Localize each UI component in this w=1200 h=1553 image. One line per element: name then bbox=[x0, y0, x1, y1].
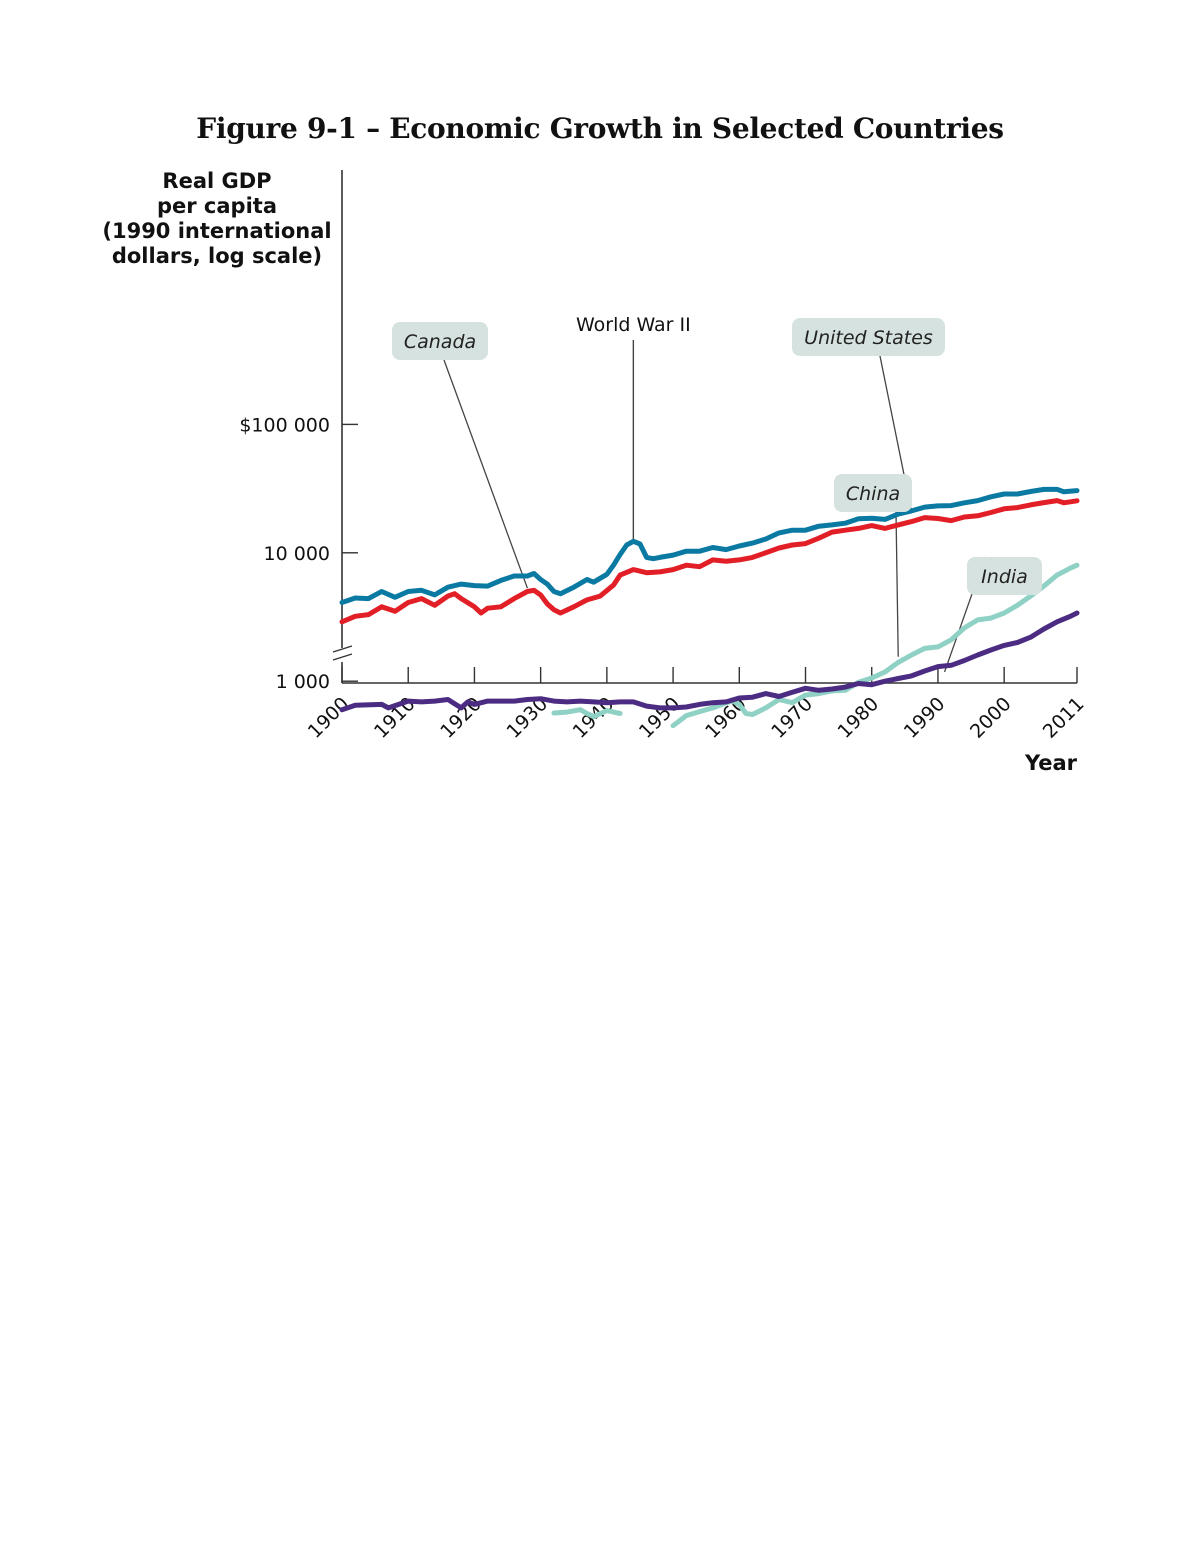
y-tick-label: $100 000 bbox=[239, 414, 330, 436]
leader-line-canada bbox=[443, 359, 529, 589]
y-tick-label: 1 000 bbox=[276, 671, 330, 693]
x-tick-label: 1990 bbox=[900, 693, 950, 743]
series-label-united-states: United States bbox=[804, 327, 933, 349]
leader-line-china bbox=[895, 511, 899, 657]
y-axis-label-line: (1990 international bbox=[102, 219, 331, 243]
series-label-box-china bbox=[834, 474, 912, 512]
series-line-china bbox=[551, 707, 623, 720]
x-tick-label: 1950 bbox=[635, 693, 685, 743]
series-line-united-states bbox=[339, 486, 1080, 605]
x-axis-title: Year bbox=[1024, 751, 1078, 775]
x-tick-label: 1980 bbox=[834, 693, 884, 743]
series-lines bbox=[339, 486, 1080, 729]
series-line-canada bbox=[339, 498, 1080, 625]
page-title: Figure 9-1 – Economic Growth in Selected… bbox=[196, 112, 1004, 145]
series-line-india bbox=[339, 610, 1080, 713]
axis-break-mark bbox=[332, 653, 353, 661]
series-label-box-united-states bbox=[792, 318, 945, 356]
y-axis-label-line: per capita bbox=[157, 194, 277, 218]
series-label-india: India bbox=[981, 566, 1028, 588]
series-label-box-india bbox=[967, 557, 1042, 595]
x-tick-label: 2000 bbox=[966, 693, 1016, 743]
x-tick-label: 1900 bbox=[304, 693, 354, 743]
x-tick-label: 2011 bbox=[1039, 693, 1089, 743]
y-axis-label: Real GDP per capita (1990 international … bbox=[102, 169, 331, 268]
series-line-china bbox=[670, 562, 1080, 729]
series-label-china: China bbox=[846, 483, 900, 505]
y-tick-label: 10 000 bbox=[264, 543, 330, 565]
y-axis-label-line: Real GDP bbox=[162, 169, 271, 193]
annotation-label: World War II bbox=[576, 314, 691, 336]
axis-break-mark bbox=[332, 645, 353, 653]
series-label-canada: Canada bbox=[404, 331, 476, 353]
series-labels: United States Canada China India World War I… bbox=[392, 314, 1042, 595]
y-axis-label-line: dollars, log scale) bbox=[112, 244, 322, 268]
series-label-box-canada bbox=[392, 322, 488, 360]
